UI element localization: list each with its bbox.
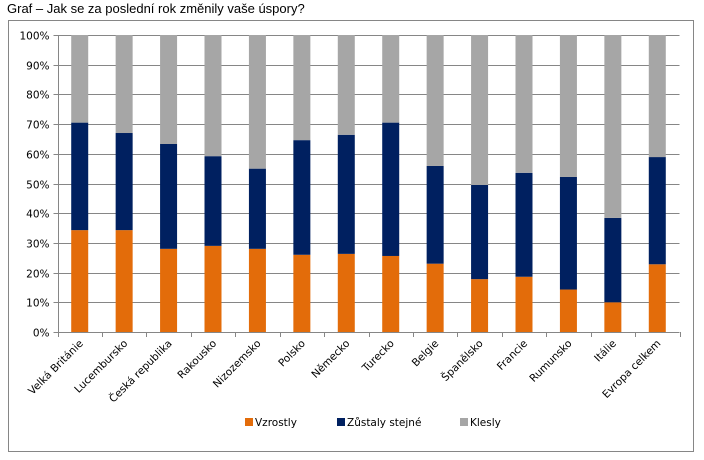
bar-segment-vzrostly (515, 276, 533, 332)
bar-segment-zůstaly-stejné (71, 122, 89, 231)
y-tick-label: 20% (26, 269, 49, 281)
x-category-label: Francie (495, 338, 530, 373)
y-tick-label: 80% (26, 90, 49, 102)
legend: Vzrostly Zůstaly stejné Klesly (245, 417, 501, 429)
bar-stack (115, 35, 133, 332)
x-category-label: Nizozemsko (211, 338, 264, 391)
bar-segment-vzrostly (337, 253, 355, 332)
x-category-label: Itálie (592, 338, 619, 365)
bar-segment-vzrostly (160, 248, 178, 332)
y-axis-tick-labels: 0% 10% 20% 30% 40% 50% 60% 70% 80% 90% 100% (19, 31, 49, 340)
bar-segment-klesly (471, 35, 489, 185)
y-tick-label: 90% (26, 61, 49, 73)
legend-item: Vzrostly (245, 417, 297, 429)
bar-segment-klesly (204, 35, 222, 157)
x-category-label: Belgie (410, 338, 442, 370)
bar-segment-klesly (559, 35, 577, 177)
bars (71, 35, 666, 332)
bar-segment-vzrostly (471, 279, 489, 332)
bar-stack (426, 35, 444, 332)
bar-stack (248, 35, 266, 332)
bar-segment-klesly (160, 35, 178, 144)
bar-segment-zůstaly-stejné (515, 172, 533, 277)
bar-segment-vzrostly (426, 263, 444, 332)
bar-stack (204, 35, 222, 332)
legend-swatch (460, 418, 468, 426)
legend-swatch (245, 418, 253, 426)
bar-segment-klesly (382, 35, 400, 123)
y-tick-label: 100% (19, 31, 49, 43)
bar-segment-klesly (248, 35, 266, 169)
bar-segment-klesly (115, 35, 133, 134)
bar-segment-zůstaly-stejné (471, 184, 489, 280)
bar-segment-zůstaly-stejné (604, 217, 622, 303)
legend-swatch (337, 418, 345, 426)
bar-stack (604, 35, 622, 332)
x-category-label: Polsko (276, 338, 308, 370)
bar-segment-vzrostly (382, 255, 400, 332)
bar-segment-klesly (293, 35, 311, 141)
bar-segment-zůstaly-stejné (426, 165, 444, 264)
bar-stack (382, 35, 400, 332)
bar-segment-vzrostly (648, 264, 666, 332)
bar-segment-klesly (604, 35, 622, 218)
bar-segment-zůstaly-stejné (337, 134, 355, 254)
legend-label: Vzrostly (255, 417, 297, 429)
y-tick-label: 60% (26, 150, 49, 162)
bar-stack (337, 35, 355, 332)
bar-segment-vzrostly (604, 302, 622, 332)
page-title: Graf – Jak se za poslední rok změnily va… (7, 1, 305, 16)
bar-stack (559, 35, 577, 332)
bar-segment-zůstaly-stejné (382, 122, 400, 256)
bar-stack (515, 35, 533, 332)
bar-stack (160, 35, 178, 332)
y-tick-label: 70% (26, 120, 49, 132)
bar-stack (71, 35, 89, 332)
bar-segment-vzrostly (559, 289, 577, 332)
bar-stack (648, 35, 666, 332)
legend-item: Klesly (460, 417, 501, 429)
x-axis (53, 35, 681, 337)
bar-segment-vzrostly (248, 248, 266, 332)
bar-segment-vzrostly (115, 230, 133, 332)
y-tick-label: 50% (26, 180, 49, 192)
y-tick-label: 30% (26, 239, 49, 251)
x-category-label: Španělsko (439, 337, 486, 384)
bar-segment-vzrostly (204, 245, 222, 332)
bar-segment-zůstaly-stejné (648, 157, 666, 265)
x-category-label: Rumunsko (527, 338, 574, 385)
bar-segment-klesly (71, 35, 89, 123)
legend-item: Zůstaly stejné (337, 417, 421, 429)
bar-segment-vzrostly (293, 254, 311, 332)
bar-segment-zůstaly-stejné (160, 143, 178, 249)
bar-segment-zůstaly-stejné (204, 156, 222, 246)
y-tick-label: 0% (33, 328, 50, 340)
bar-segment-klesly (648, 35, 666, 158)
legend-label: Klesly (470, 417, 501, 429)
bar-segment-zůstaly-stejné (248, 168, 266, 249)
bar-segment-zůstaly-stejné (293, 140, 311, 255)
bar-segment-zůstaly-stejné (559, 176, 577, 290)
bar-segment-vzrostly (71, 230, 89, 332)
x-category-label: Turecko (359, 338, 396, 375)
bar-segment-klesly (426, 35, 444, 166)
bar-segment-zůstaly-stejné (115, 133, 133, 231)
bar-stack (471, 35, 489, 332)
y-tick-label: 40% (26, 209, 49, 221)
x-category-label: Německo (309, 338, 352, 381)
y-tick-label: 10% (26, 298, 49, 310)
x-category-label: Rakousko (175, 338, 219, 382)
bar-segment-klesly (337, 35, 355, 135)
bar-segment-klesly (515, 35, 533, 173)
legend-label: Zůstaly stejné (347, 417, 421, 429)
gridlines (57, 35, 680, 303)
bar-stack (293, 35, 311, 332)
